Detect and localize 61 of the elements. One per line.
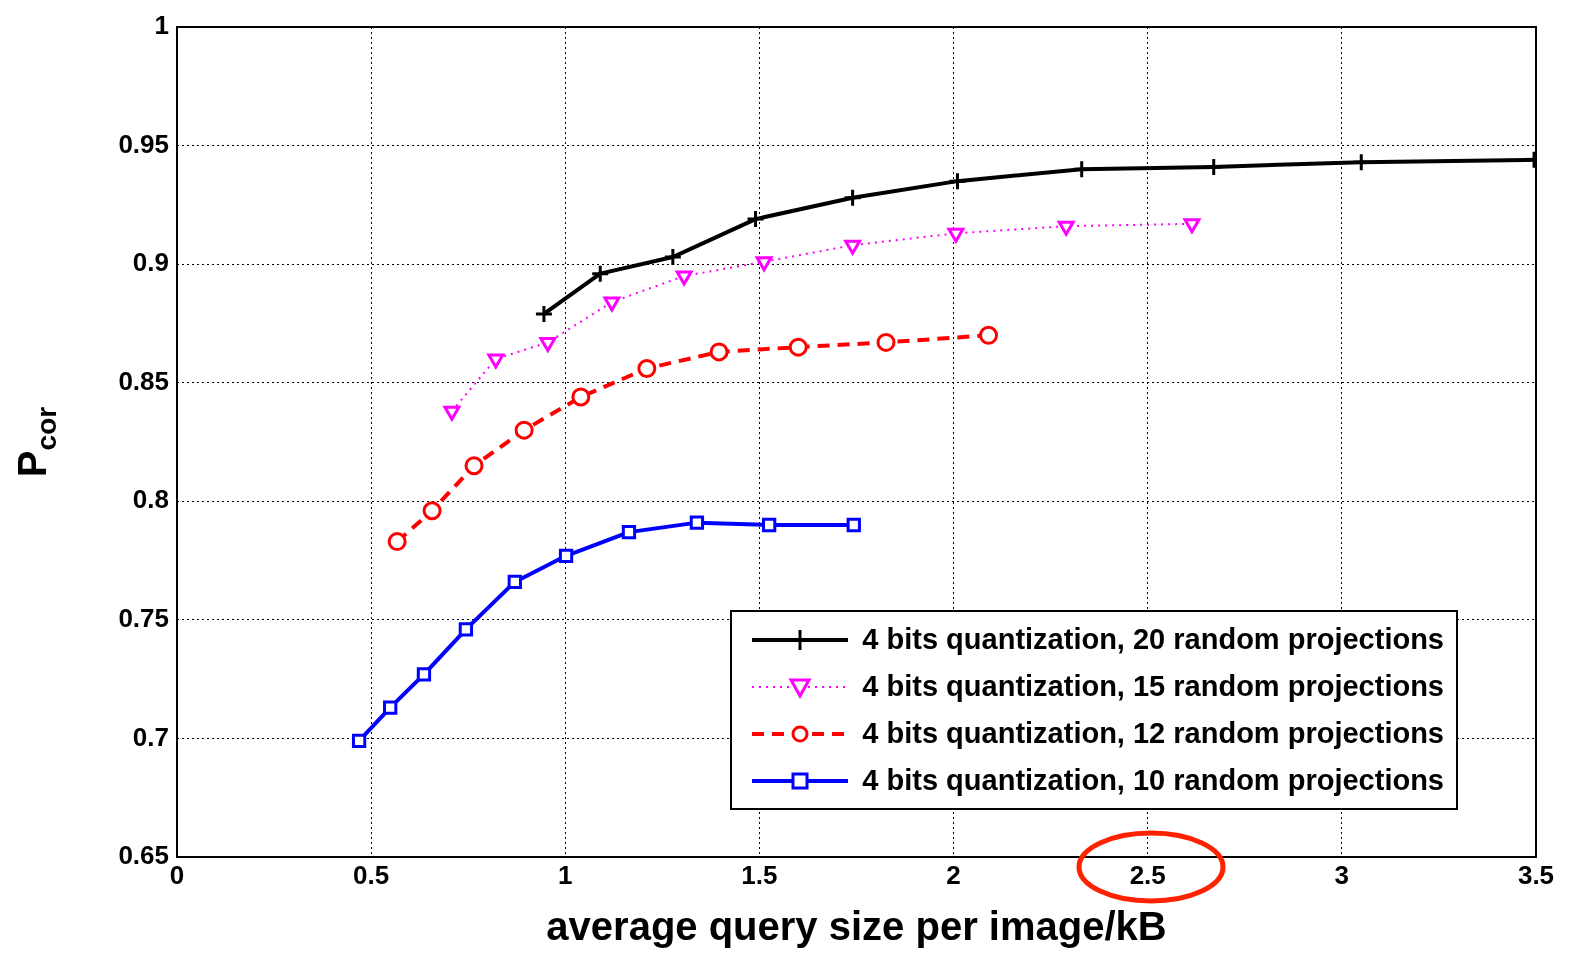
point xyxy=(844,239,862,255)
point xyxy=(675,270,693,286)
point xyxy=(1072,159,1092,179)
point xyxy=(843,188,863,208)
point xyxy=(539,336,557,352)
x-axis-title: average query size per image/kB xyxy=(546,904,1167,949)
point xyxy=(876,332,896,352)
y-tick-label: 0.85 xyxy=(118,365,169,396)
point xyxy=(788,337,808,357)
point xyxy=(947,171,967,191)
y-tick-label: 0.8 xyxy=(132,484,169,515)
point xyxy=(709,342,729,362)
point xyxy=(1057,220,1075,236)
point xyxy=(621,524,637,540)
x-tick-label: 1 xyxy=(558,859,573,890)
x-tick-label: 0 xyxy=(169,859,185,890)
point xyxy=(443,405,461,421)
point xyxy=(746,209,766,229)
y-tick-label: 0.95 xyxy=(118,128,169,159)
x-tick-label: 2 xyxy=(946,859,961,890)
point xyxy=(351,733,367,748)
point xyxy=(663,247,683,267)
point xyxy=(761,517,777,533)
x-tick-label: 2.5 xyxy=(1129,859,1166,890)
legend-label: 4 bits quantization, 20 random projections xyxy=(862,623,1444,656)
point xyxy=(590,264,610,284)
point xyxy=(571,387,591,407)
point xyxy=(534,304,554,324)
point xyxy=(1183,218,1201,234)
point xyxy=(422,501,442,521)
x-tick-label: 1.5 xyxy=(741,859,778,890)
point xyxy=(487,353,505,369)
point xyxy=(846,517,861,533)
x-tick-label: 3.5 xyxy=(1517,859,1555,890)
y-tick-label: 0.65 xyxy=(118,840,169,871)
legend-label: 4 bits quantization, 10 random projections xyxy=(862,764,1444,797)
point xyxy=(979,325,999,345)
point xyxy=(416,667,432,682)
y-tick-label: 0.9 xyxy=(132,247,169,278)
point xyxy=(387,532,407,552)
point xyxy=(755,256,773,272)
x-tick-label: 3 xyxy=(1334,859,1350,890)
point xyxy=(1351,152,1371,172)
y-tick-label: 0.75 xyxy=(118,603,169,634)
y-tick-label: 1 xyxy=(154,10,169,41)
point xyxy=(689,515,705,530)
legend-label: 4 bits quantization, 12 random projections xyxy=(862,717,1444,750)
point xyxy=(558,548,574,563)
y-tick-label: 0.7 xyxy=(132,721,169,752)
point xyxy=(507,574,522,590)
point xyxy=(1204,157,1224,177)
legend-label: 4 bits quantization, 15 random projections xyxy=(862,670,1444,703)
point xyxy=(603,296,621,312)
point xyxy=(947,227,965,243)
y-axis-title: Pcor xyxy=(10,406,62,478)
point xyxy=(383,700,398,715)
point xyxy=(637,358,657,378)
point xyxy=(464,456,484,476)
point xyxy=(514,420,534,440)
point xyxy=(458,622,474,637)
x-tick-label: 0.5 xyxy=(353,859,390,890)
